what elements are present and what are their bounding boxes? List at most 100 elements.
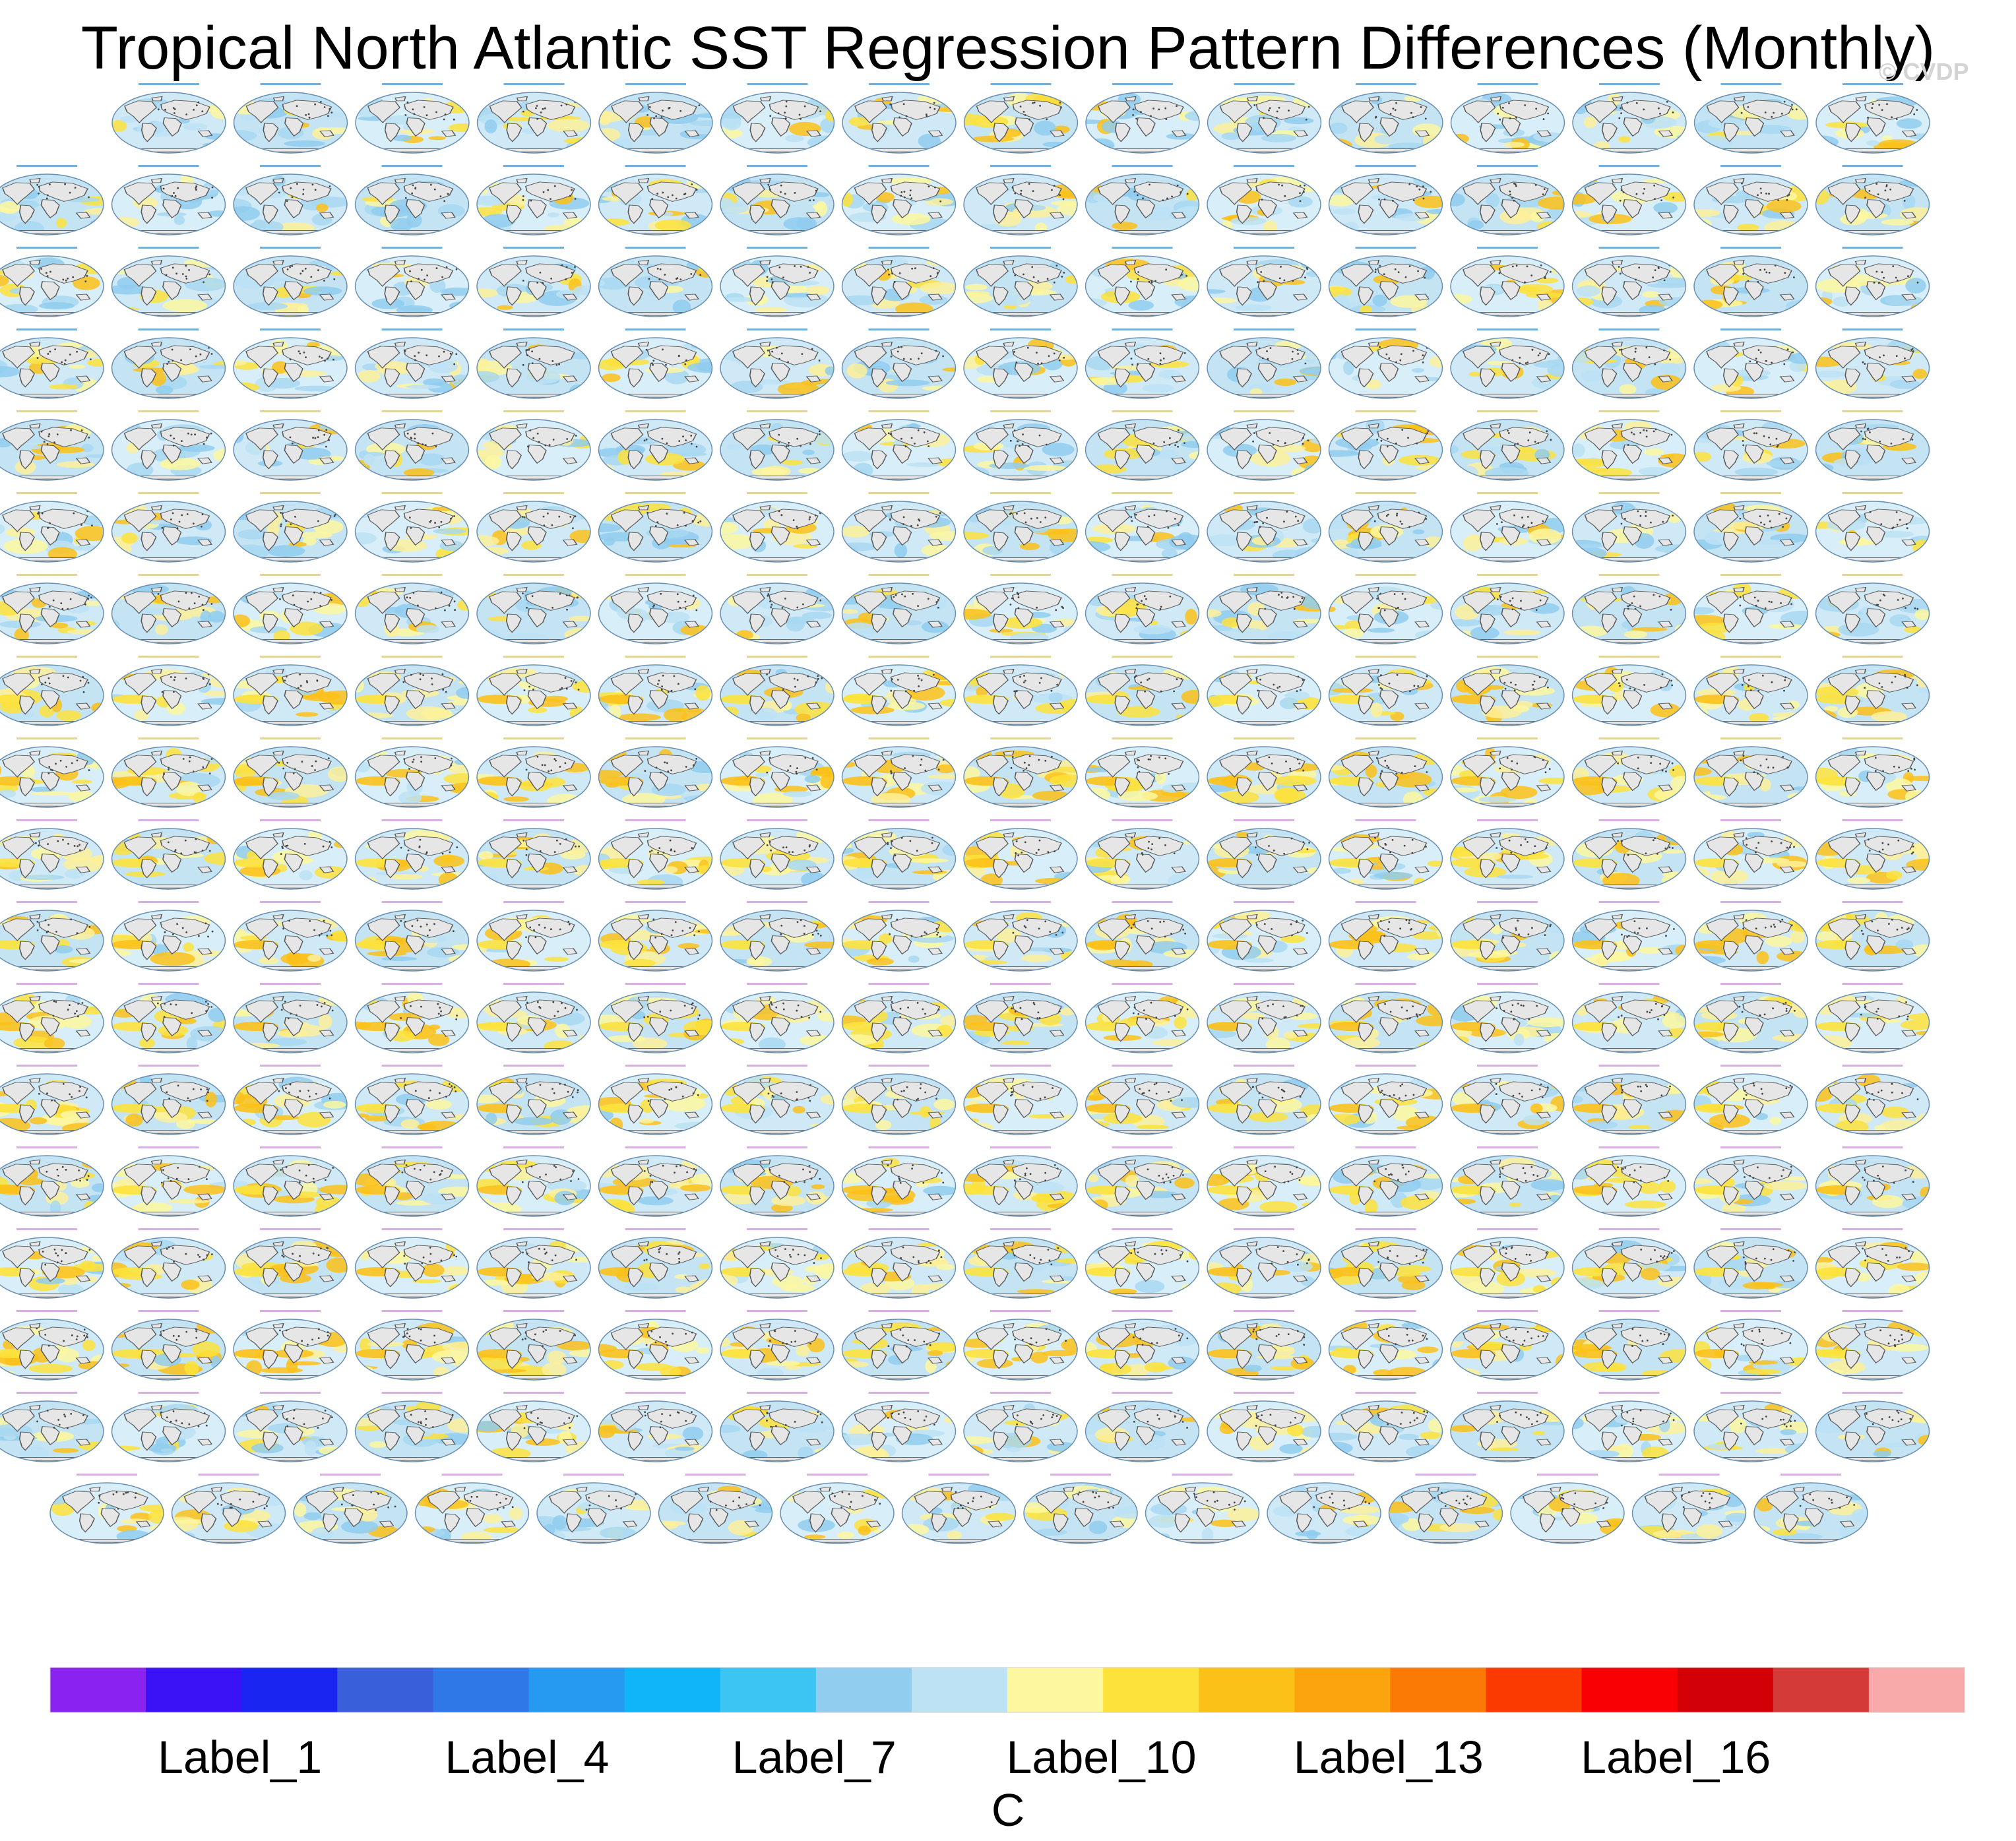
anomaly-blob	[1048, 692, 1063, 702]
map-panel	[963, 247, 1078, 317]
stipple-dot	[1659, 112, 1661, 115]
stipple-dot	[1297, 353, 1300, 355]
map-border	[963, 501, 1078, 563]
stipple-dot	[322, 845, 325, 848]
stipple-dot	[553, 185, 556, 187]
stipple-dot	[185, 275, 187, 278]
land-mask	[730, 505, 824, 561]
stipple-dot	[1038, 434, 1041, 437]
stipple-dot	[1784, 272, 1786, 274]
stipple-dot	[1618, 682, 1620, 685]
stipple-dot	[929, 275, 932, 278]
stipple-dot	[699, 274, 702, 276]
stipple-dot	[1253, 104, 1256, 106]
stipple-dot	[809, 844, 811, 846]
anomaly-blob	[477, 547, 509, 555]
stipple-dot	[1637, 767, 1639, 770]
stipple-dot	[1546, 430, 1548, 433]
stipple-dot	[912, 755, 914, 757]
map-border	[233, 173, 348, 235]
map-border	[842, 92, 957, 154]
stipple-dot	[531, 350, 533, 353]
stipple-dot	[157, 108, 160, 111]
stipple-dot	[1271, 928, 1273, 930]
stipple-dot	[201, 513, 204, 516]
stipple-dot	[313, 591, 315, 594]
stipple-dot	[1668, 846, 1671, 848]
land-mask	[1339, 668, 1433, 725]
map-border	[1450, 582, 1565, 644]
anomaly-blob	[1572, 443, 1585, 457]
stipple-dot	[37, 513, 39, 515]
anomaly-blob	[677, 943, 700, 949]
stipple-dot	[1544, 771, 1547, 774]
map-panel	[1571, 492, 1687, 563]
panel-title-mark	[1112, 247, 1173, 249]
stipple-dot	[651, 362, 653, 365]
stipple-dot	[690, 443, 693, 445]
stipple-dot	[1152, 442, 1155, 445]
stipple-dot	[317, 269, 319, 272]
anomaly-blob	[842, 609, 858, 614]
stipple-dot	[890, 356, 893, 358]
stipple-dot	[313, 929, 315, 931]
stipple-dot	[1306, 268, 1309, 270]
stipple-dot	[331, 599, 332, 601]
stipple-dot	[685, 359, 687, 361]
stipple-dot	[36, 183, 38, 186]
stipple-dot	[1510, 852, 1513, 854]
anomaly-blob	[722, 115, 741, 131]
panel-title-mark	[1842, 328, 1903, 330]
land-mask	[852, 177, 946, 234]
stipple-dot	[648, 850, 651, 853]
stipple-dot	[296, 183, 298, 185]
stipple-dot	[1026, 919, 1028, 921]
stipple-dot	[1503, 681, 1506, 684]
stipple-dot	[1757, 349, 1760, 351]
stipple-dot	[328, 439, 330, 441]
anomaly-blob	[695, 685, 710, 701]
stipple-dot	[319, 356, 321, 358]
stipple-dot	[658, 847, 661, 849]
stipple-dot	[327, 115, 329, 117]
stipple-dot	[782, 846, 784, 849]
stipple-dot	[1513, 444, 1516, 446]
panel-title-mark	[747, 737, 807, 739]
stipple-dot	[1404, 276, 1407, 278]
anomaly-blob	[571, 587, 590, 598]
panel-title-mark	[503, 83, 565, 85]
stipple-dot	[935, 927, 938, 930]
stipple-dot	[683, 512, 685, 514]
stipple-dot	[1137, 271, 1139, 273]
stipple-dot	[1412, 350, 1414, 352]
stipple-dot	[559, 688, 561, 691]
stipple-dot	[1877, 282, 1880, 284]
anomaly-blob	[722, 297, 759, 302]
stipple-dot	[1873, 282, 1875, 284]
stipple-dot	[778, 433, 780, 436]
map-panel	[720, 165, 835, 235]
anomaly-blob	[1704, 531, 1730, 545]
anomaly-blob	[416, 625, 440, 634]
stipple-dot	[1135, 513, 1137, 516]
stipple-dot	[1040, 677, 1042, 679]
panel-title-mark	[990, 247, 1051, 249]
panel-title-mark	[1112, 410, 1173, 412]
map-border	[598, 92, 713, 154]
stipple-dot	[561, 687, 563, 689]
stipple-dot	[903, 191, 906, 193]
stipple-dot	[769, 757, 771, 759]
map-panel	[1693, 247, 1808, 317]
stipple-dot	[1159, 921, 1162, 923]
stipple-dot	[1515, 265, 1518, 267]
stipple-dot	[157, 593, 160, 595]
stipple-dot	[1791, 104, 1793, 106]
stipple-dot	[443, 350, 445, 353]
stipple-dot	[1408, 690, 1411, 693]
stipple-dot	[813, 199, 815, 201]
stipple-dot	[1011, 756, 1014, 759]
stipple-dot	[1643, 429, 1645, 431]
stipple-dot	[454, 609, 456, 611]
stipple-dot	[409, 597, 412, 599]
stipple-dot	[1761, 674, 1764, 677]
